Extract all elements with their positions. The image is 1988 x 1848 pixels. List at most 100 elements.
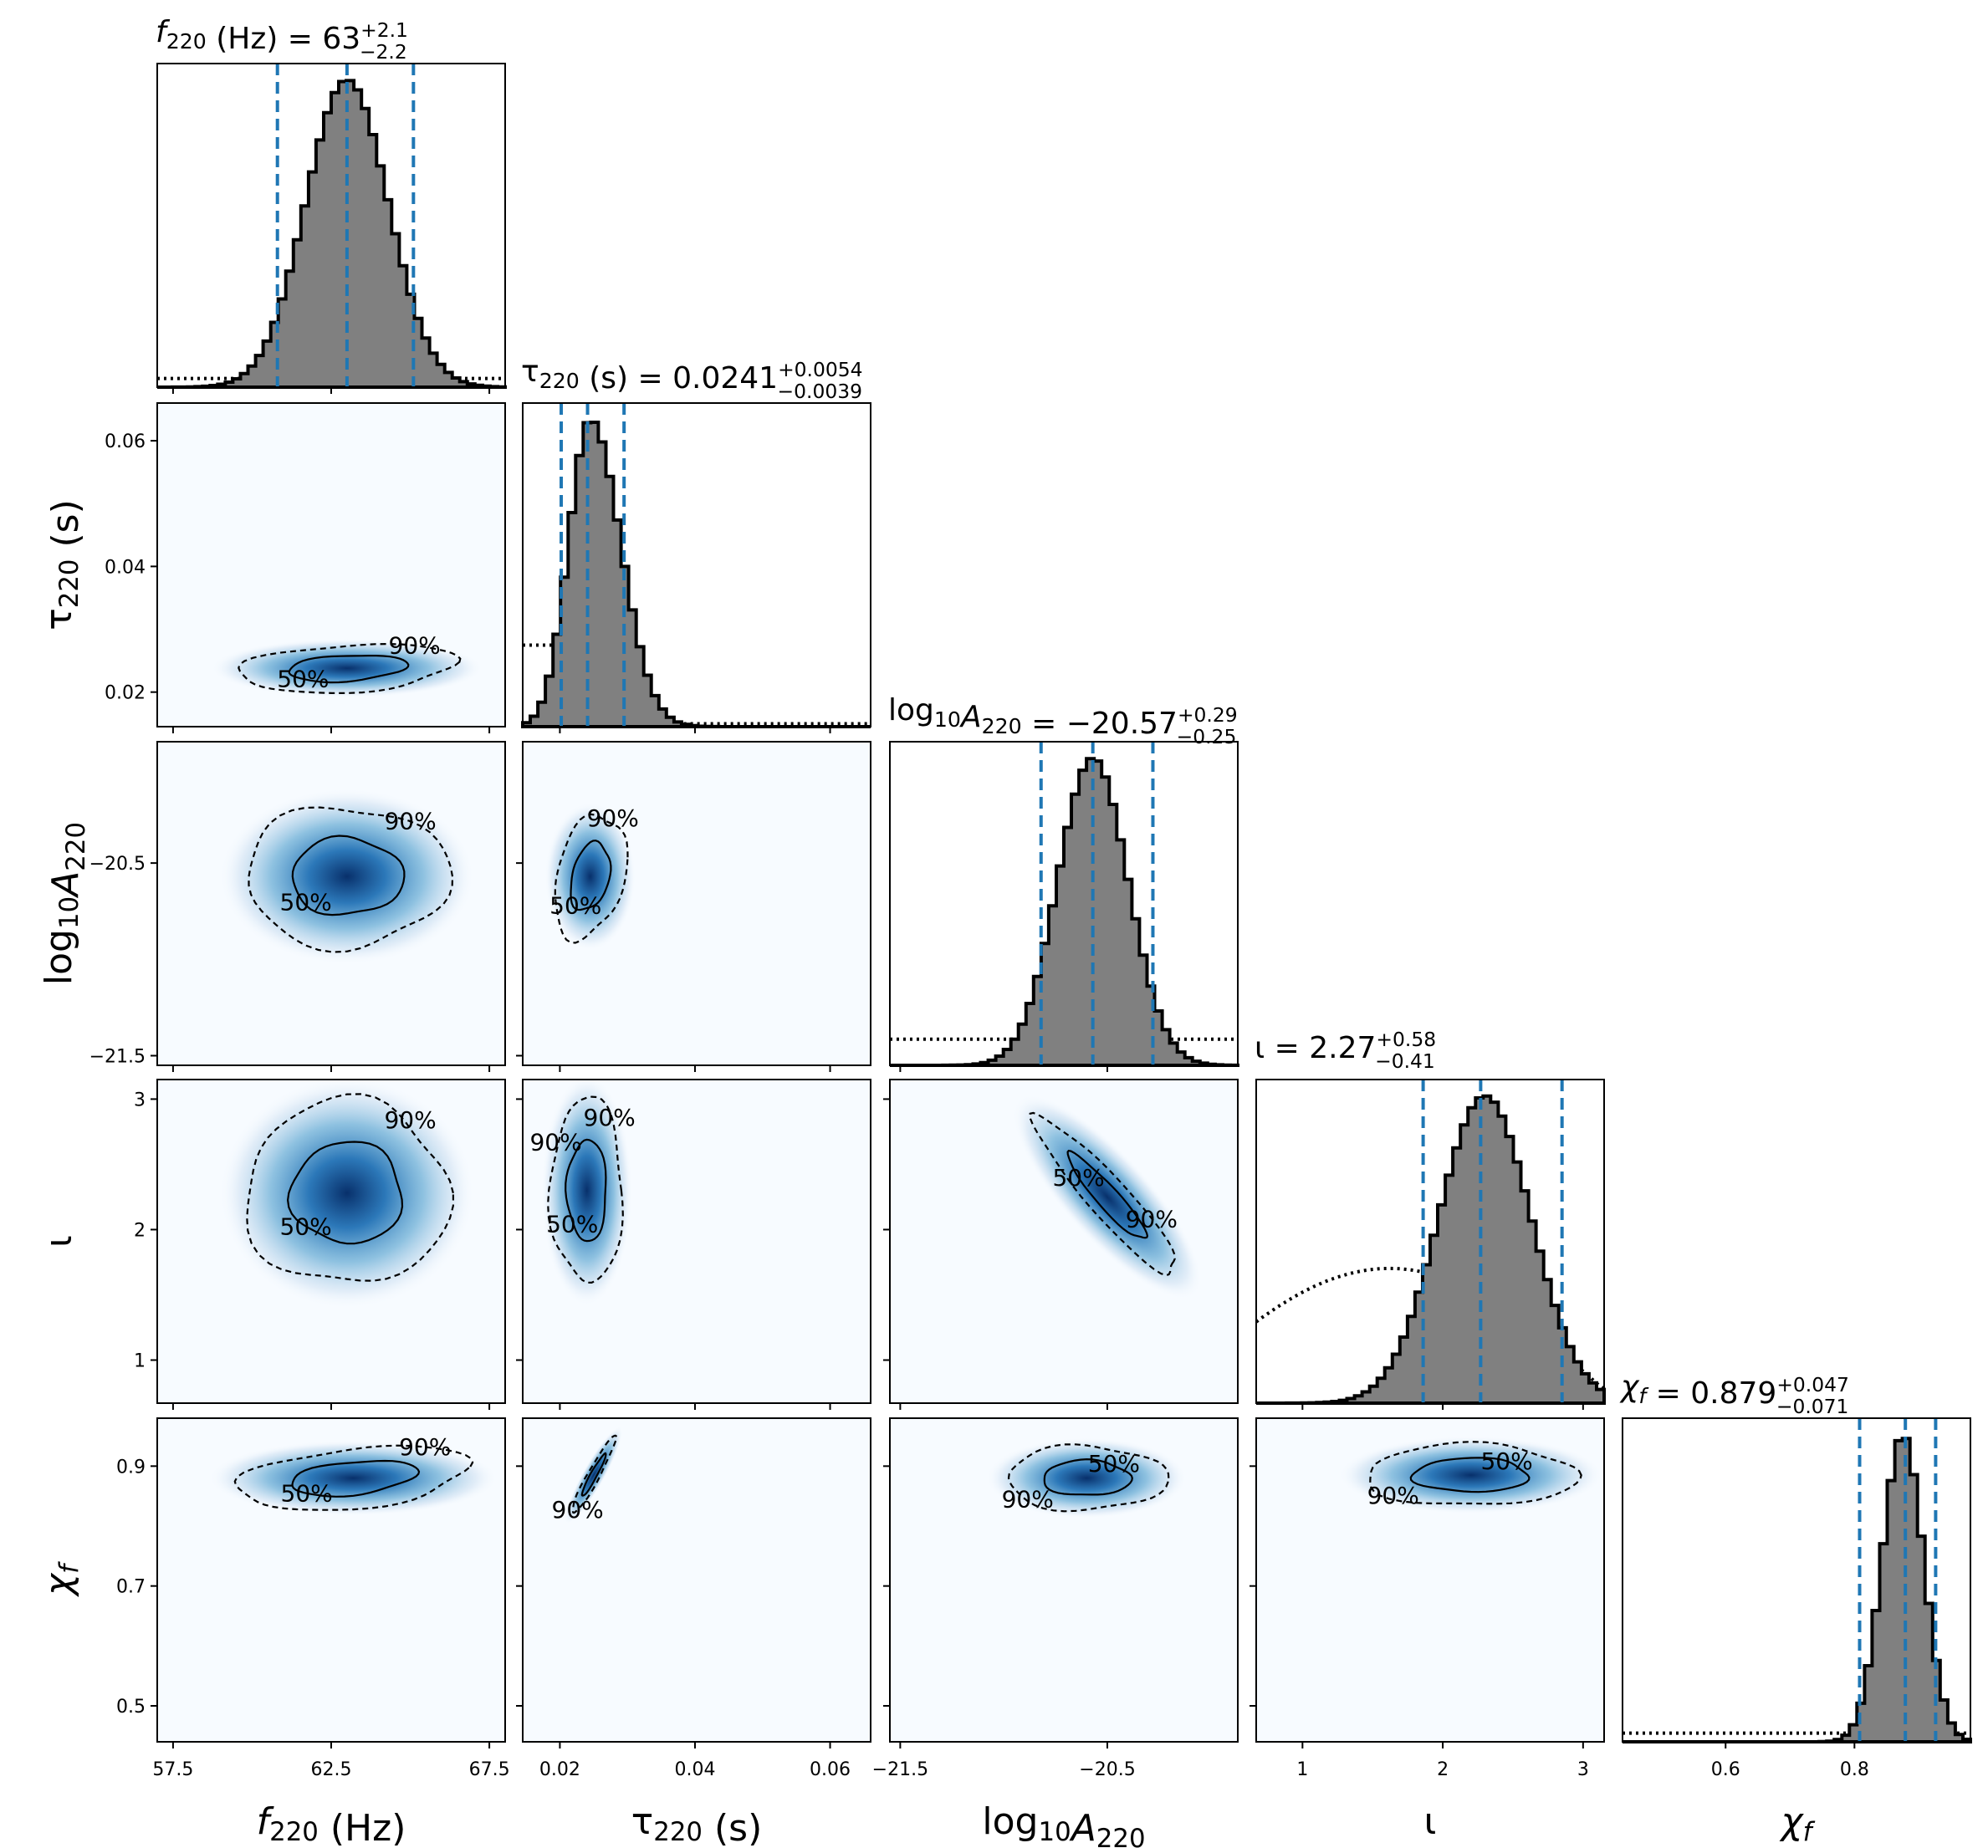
- contour-label: 90%: [1126, 1206, 1178, 1233]
- x-tick-label: 62.5: [311, 1759, 352, 1780]
- x-tick-label: −20.5: [1079, 1759, 1135, 1780]
- contour-90: [248, 806, 454, 953]
- y-tick-label: 0.02: [105, 683, 146, 704]
- diag-panel-chif: χf = 0.879+0.047 −0.071: [1619, 1370, 1972, 1748]
- diag-panel-f220: f220 (Hz) = 63+2.1 −2.2: [156, 15, 507, 394]
- density-blob: [1013, 1095, 1202, 1299]
- density-blob: [986, 1437, 1187, 1519]
- pair-frame: [1255, 1417, 1605, 1743]
- panel-layer: f220 (Hz) = 63+2.1 −2.2 τ220 (s) = 0.0241+…: [38, 15, 1972, 1848]
- contour-label: 50%: [280, 1213, 332, 1241]
- x-tick-label: 57.5: [152, 1759, 193, 1780]
- y-tick-label: 0.7: [116, 1577, 146, 1598]
- x-tick-label: 67.5: [469, 1759, 510, 1780]
- y-axis-title-logA220: log10A220: [38, 822, 91, 985]
- pair-panel-logA220-chif: 90% 50%: [883, 1417, 1239, 1748]
- contour-90: [238, 642, 462, 694]
- x-tick-label: 0.04: [674, 1759, 715, 1780]
- x-axis-tau220: 0.02 0.04 0.06 τ220 (s): [539, 1759, 851, 1848]
- y-tick-label: 0.04: [105, 557, 146, 578]
- density-blob: [541, 1080, 632, 1306]
- diag-frame: [1255, 1079, 1605, 1404]
- contour-50: [1066, 1150, 1149, 1239]
- contour-90: [1029, 1111, 1176, 1277]
- contour-label: 50%: [280, 888, 332, 916]
- contour-50: [1043, 1457, 1133, 1496]
- pair-density: 50% 90%: [211, 632, 483, 698]
- x-axis-title-iota: ι: [1424, 1800, 1437, 1843]
- pair-density: 50% 90%: [544, 802, 639, 951]
- pair-frame: [889, 1079, 1239, 1404]
- pair-panel-iota-chif: 90% 50%: [1250, 1417, 1605, 1748]
- contour-50: [286, 1141, 404, 1245]
- y-axis-iota: 1 2 3 ι: [38, 1090, 146, 1371]
- contour-label: 90%: [389, 632, 441, 660]
- contour-90: [233, 1444, 474, 1511]
- diag-title-chif: χf = 0.879+0.047 −0.071: [1619, 1370, 1849, 1418]
- x-tick-label: 0.8: [1840, 1759, 1869, 1780]
- contour-label: 90%: [384, 1106, 436, 1134]
- pair-density: 50% 90%: [209, 1433, 498, 1516]
- x-tick-label: 1: [1296, 1759, 1308, 1780]
- contour-label: 50%: [546, 1211, 598, 1238]
- contour-90: [554, 813, 629, 944]
- pair-density: 90% 50%: [986, 1437, 1187, 1519]
- x-axis-title-chif: χf: [1780, 1800, 1816, 1847]
- pair-panel-tau220-chif: 90%: [516, 1417, 871, 1748]
- pair-frame: [522, 1079, 871, 1404]
- x-axis-title-f220: f220 (Hz): [257, 1800, 406, 1848]
- contour-50: [1409, 1457, 1531, 1493]
- y-tick-label: 1: [134, 1351, 146, 1372]
- contour-label: 50%: [277, 665, 329, 692]
- diag-title-tau220: τ220 (s) = 0.0241+0.0054 −0.0039: [521, 355, 863, 403]
- pair-panel-logA220-iota: 50% 90%: [883, 1079, 1239, 1410]
- contour-label: 90%: [587, 804, 639, 832]
- pair-panel-f220-chif: 50% 90%: [151, 1417, 506, 1748]
- diag-frame: [889, 741, 1239, 1066]
- contour-label: 50%: [549, 891, 601, 919]
- density-blob: [544, 802, 636, 951]
- diag-panel-iota: ι = 2.27+0.58 −0.41: [1255, 1028, 1606, 1410]
- contour-50: [570, 840, 612, 911]
- x-axis-logA220: −21.5 −20.5 log10A220: [872, 1759, 1146, 1848]
- density-blob: [1339, 1436, 1603, 1514]
- contour-label: 50%: [1052, 1164, 1104, 1192]
- contour-50: [291, 835, 406, 916]
- x-tick-label: 2: [1437, 1759, 1449, 1780]
- y-axis-chif: 0.5 0.7 0.9 χf: [38, 1457, 146, 1718]
- y-axis-title-tau220: τ220 (s): [38, 499, 87, 630]
- y-tick-label: −21.5: [89, 1046, 146, 1067]
- x-tick-label: 3: [1577, 1759, 1589, 1780]
- diag-frame: [522, 402, 871, 727]
- diag-title-logA220: log10A220 = −20.57+0.29 −0.25: [888, 693, 1238, 748]
- pair-frame: [522, 1417, 871, 1743]
- pair-panel-f220-iota: 50% 90%: [151, 1079, 506, 1410]
- prior-curve: [523, 643, 871, 726]
- y-tick-label: 2: [134, 1220, 146, 1241]
- contour-label: 50%: [1480, 1447, 1532, 1475]
- y-axis-title-iota: ι: [38, 1235, 80, 1248]
- diag-title-f220: f220 (Hz) = 63+2.1 −2.2: [156, 15, 408, 64]
- pair-density: 90% 50%: [1339, 1436, 1603, 1514]
- pair-density: 50% 90%: [219, 789, 475, 965]
- pair-density: 90%: [552, 1427, 623, 1524]
- diag-panel-tau220: τ220 (s) = 0.0241+0.0054 −0.0039: [521, 355, 871, 733]
- contour-90: [1007, 1443, 1170, 1513]
- y-tick-label: 0.06: [105, 431, 146, 452]
- y-tick-label: 0.9: [116, 1457, 146, 1478]
- pair-background: [523, 1418, 871, 1742]
- density-blob: [219, 789, 475, 965]
- x-tick-label: 0.06: [810, 1759, 851, 1780]
- pair-density: 50% 90%: [219, 1080, 475, 1309]
- contour-label: 90%: [584, 1104, 636, 1131]
- density-blob: [211, 638, 483, 698]
- contour-50: [580, 1452, 607, 1497]
- x-axis-chif: 0.6 0.8 χf: [1711, 1759, 1869, 1847]
- y-axis-title-chif: χf: [38, 1561, 84, 1597]
- pair-frame: [522, 741, 871, 1066]
- density-blob: [565, 1427, 623, 1524]
- diag-panel-logA220: log10A220 = −20.57+0.29 −0.25: [888, 693, 1239, 1072]
- density-blob: [219, 1080, 475, 1309]
